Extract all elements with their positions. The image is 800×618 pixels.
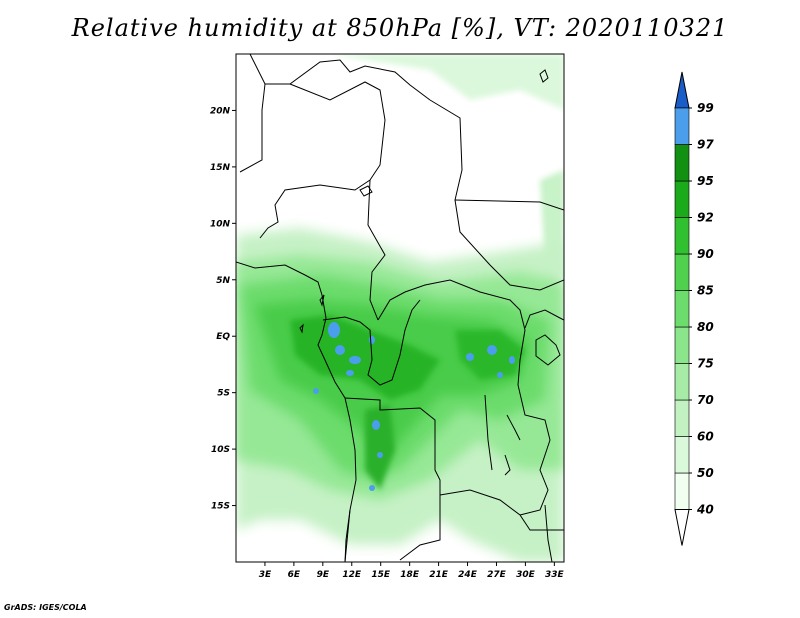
lon-tick-label: 21E — [429, 570, 449, 580]
colorbar-below-triangle — [674, 509, 690, 546]
lon-tick-label: 27E — [487, 570, 507, 580]
map-frame — [235, 53, 565, 563]
colorbar-segment — [674, 472, 690, 510]
country-borders — [236, 54, 564, 562]
lon-tick-label: 33E — [545, 570, 565, 580]
colorbar-label: 40 — [696, 503, 714, 517]
colorbar-segment — [674, 290, 690, 328]
lat-tick-label: 15N — [210, 163, 231, 173]
lat-tick-label: 20N — [210, 106, 231, 116]
lon-tick-label: 18E — [400, 570, 420, 580]
colorbar-label: 75 — [697, 357, 714, 371]
colorbar-segment — [674, 363, 690, 401]
colorbar-segment — [674, 399, 690, 437]
colorbar-segment — [674, 326, 690, 364]
humidity-field — [236, 54, 564, 562]
lat-tick-label: 5S — [217, 389, 230, 399]
lat-tick-label: 15S — [211, 502, 230, 512]
colorbar-label: 70 — [697, 393, 714, 407]
lon-tick-label: 12E — [342, 570, 362, 580]
colorbar-label: 97 — [697, 138, 714, 152]
colorbar: 40 50 60 70 75 80 85 90 92 95 97 99 — [674, 71, 714, 546]
colorbar-label: 80 — [697, 320, 714, 334]
chart-title: Relative humidity at 850hPa [%], VT: 202… — [71, 14, 729, 42]
lon-tick-label: 9E — [317, 570, 330, 580]
colorbar-label: 99 — [697, 101, 714, 115]
credit-text: GrADS: IGES/COLA — [4, 603, 87, 612]
colorbar-above-triangle — [674, 71, 690, 109]
lon-tick-label: 30E — [516, 570, 536, 580]
longitude-ticks: 3E 6E 9E 12E 15E 18E 21E 24E 27E 30E 33E — [259, 562, 565, 580]
lat-tick-label: 10N — [210, 219, 231, 229]
lat-tick-label: 10S — [211, 445, 230, 455]
colorbar-segment — [674, 217, 690, 255]
lon-tick-label: 15E — [371, 570, 391, 580]
colorbar-label: 95 — [697, 174, 714, 188]
lon-tick-label: 3E — [259, 570, 272, 580]
lat-tick-label: 5N — [216, 276, 230, 286]
colorbar-segment — [674, 107, 690, 145]
lat-tick-label: EQ — [216, 332, 230, 342]
colorbar-label: 85 — [697, 284, 714, 298]
latitude-ticks: 20N 15N 10N 5N EQ 5S 10S 15S — [210, 106, 236, 512]
lon-tick-label: 6E — [288, 570, 301, 580]
colorbar-label: 60 — [697, 430, 714, 444]
colorbar-label: 90 — [697, 247, 714, 261]
lon-tick-label: 24E — [458, 570, 478, 580]
colorbar-label: 50 — [697, 466, 714, 480]
colorbar-label: 92 — [697, 211, 714, 225]
colorbar-segment — [674, 144, 690, 182]
colorbar-segment — [674, 436, 690, 474]
colorbar-segment — [674, 253, 690, 291]
colorbar-segment — [674, 180, 690, 218]
